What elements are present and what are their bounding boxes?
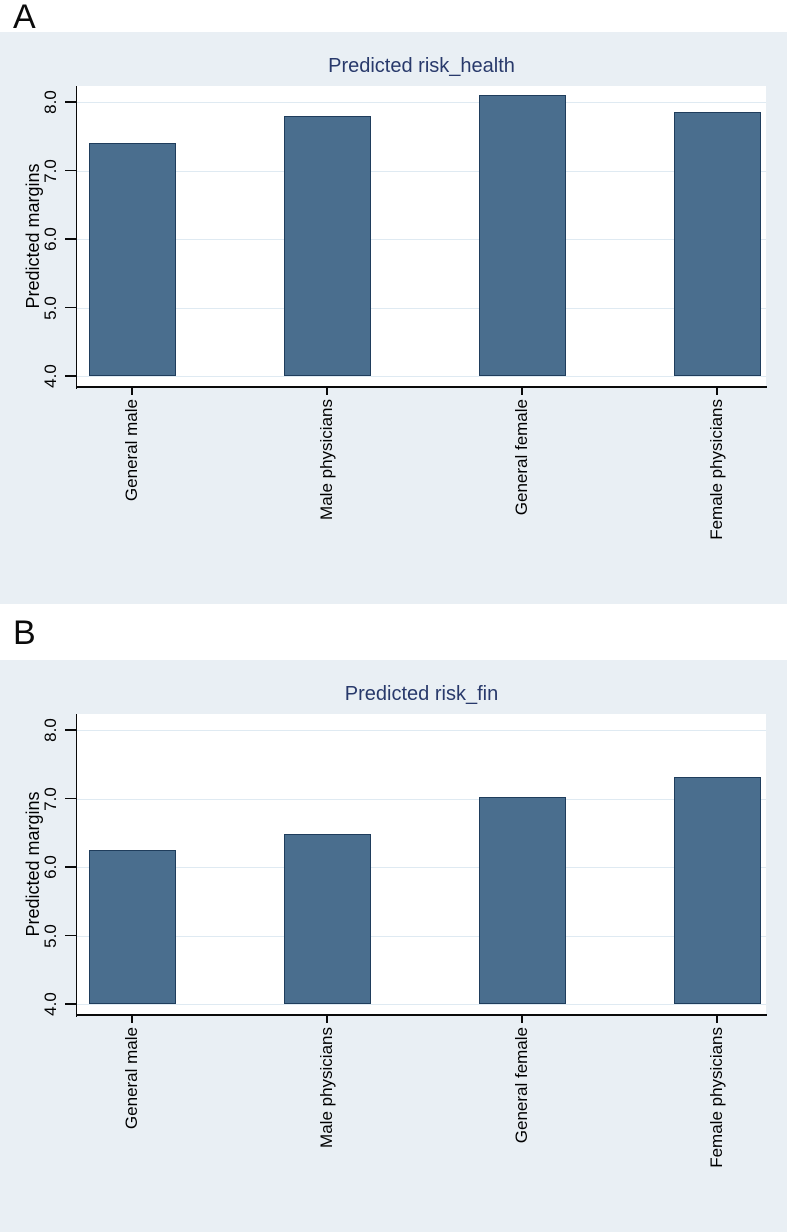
bar	[673, 776, 761, 1004]
y-tick	[65, 866, 76, 868]
y-tick-label: 6.0	[41, 855, 60, 879]
chart-panel-b: Predicted risk_fin Predicted margins 4.0…	[0, 660, 787, 1232]
x-tick	[521, 388, 523, 395]
gridline	[77, 730, 766, 731]
y-tick-label: 8.0	[41, 90, 60, 114]
y-tick-label: 8.0	[41, 718, 60, 742]
x-tick	[326, 1016, 328, 1023]
x-tick-label: Male physicians	[317, 399, 336, 520]
y-tick-label: 4.0	[41, 364, 60, 388]
x-tick	[131, 388, 133, 395]
y-axis-line	[75, 714, 77, 1017]
x-axis-line	[75, 1014, 767, 1016]
y-tick-label: 5.0	[41, 295, 60, 320]
x-tick-label: Female physicians	[707, 399, 726, 540]
y-axis-line	[75, 86, 77, 389]
bar	[478, 797, 566, 1004]
y-tick	[65, 306, 76, 309]
gridline	[77, 307, 766, 309]
x-tick-label: Male physicians	[317, 1027, 336, 1148]
x-axis-line	[75, 386, 767, 388]
panel-label-b: B	[13, 614, 36, 652]
x-tick-label: General female	[512, 1027, 531, 1144]
bar	[88, 143, 176, 376]
x-tick-label: Female physicians	[707, 1027, 726, 1168]
y-tick-label: 6.0	[41, 227, 60, 251]
y-tick-label: 7.0	[41, 158, 60, 183]
x-tick	[131, 1016, 133, 1023]
plot-area	[77, 714, 766, 1014]
y-tick	[65, 934, 76, 937]
gridline	[77, 239, 766, 240]
bar	[88, 849, 176, 1004]
gridline	[77, 102, 766, 103]
y-tick	[65, 169, 76, 172]
gridline	[77, 798, 766, 800]
x-tick	[521, 1016, 523, 1023]
y-tick	[65, 238, 76, 240]
gridline	[77, 935, 766, 937]
bar	[283, 115, 371, 376]
y-tick	[65, 375, 76, 377]
y-tick	[65, 1003, 76, 1005]
gridline	[77, 376, 766, 377]
panel-label-a: A	[13, 0, 36, 36]
y-tick-label: 7.0	[41, 786, 60, 811]
x-tick	[716, 1016, 718, 1023]
y-tick	[65, 797, 76, 800]
x-tick-label: General male	[122, 1027, 141, 1130]
x-tick	[716, 388, 718, 395]
y-tick	[65, 729, 76, 731]
bar	[673, 112, 761, 376]
chart-title: Predicted risk_health	[328, 55, 515, 77]
y-tick	[65, 101, 76, 103]
bar	[283, 834, 371, 1004]
y-tick-label: 4.0	[41, 992, 60, 1016]
plot-area	[77, 86, 766, 386]
y-axis-title: Predicted margins	[23, 791, 43, 937]
gridline	[77, 170, 766, 172]
x-tick-label: General male	[122, 399, 141, 502]
bar	[478, 95, 566, 376]
x-tick	[326, 388, 328, 395]
y-axis-title: Predicted margins	[23, 163, 43, 309]
chart-title: Predicted risk_fin	[344, 683, 499, 705]
chart-panel-a: Predicted risk_health Predicted margins …	[0, 32, 787, 604]
x-tick-label: General female	[512, 399, 531, 516]
gridline	[77, 867, 766, 868]
y-tick-label: 5.0	[41, 923, 60, 948]
gridline	[77, 1004, 766, 1005]
